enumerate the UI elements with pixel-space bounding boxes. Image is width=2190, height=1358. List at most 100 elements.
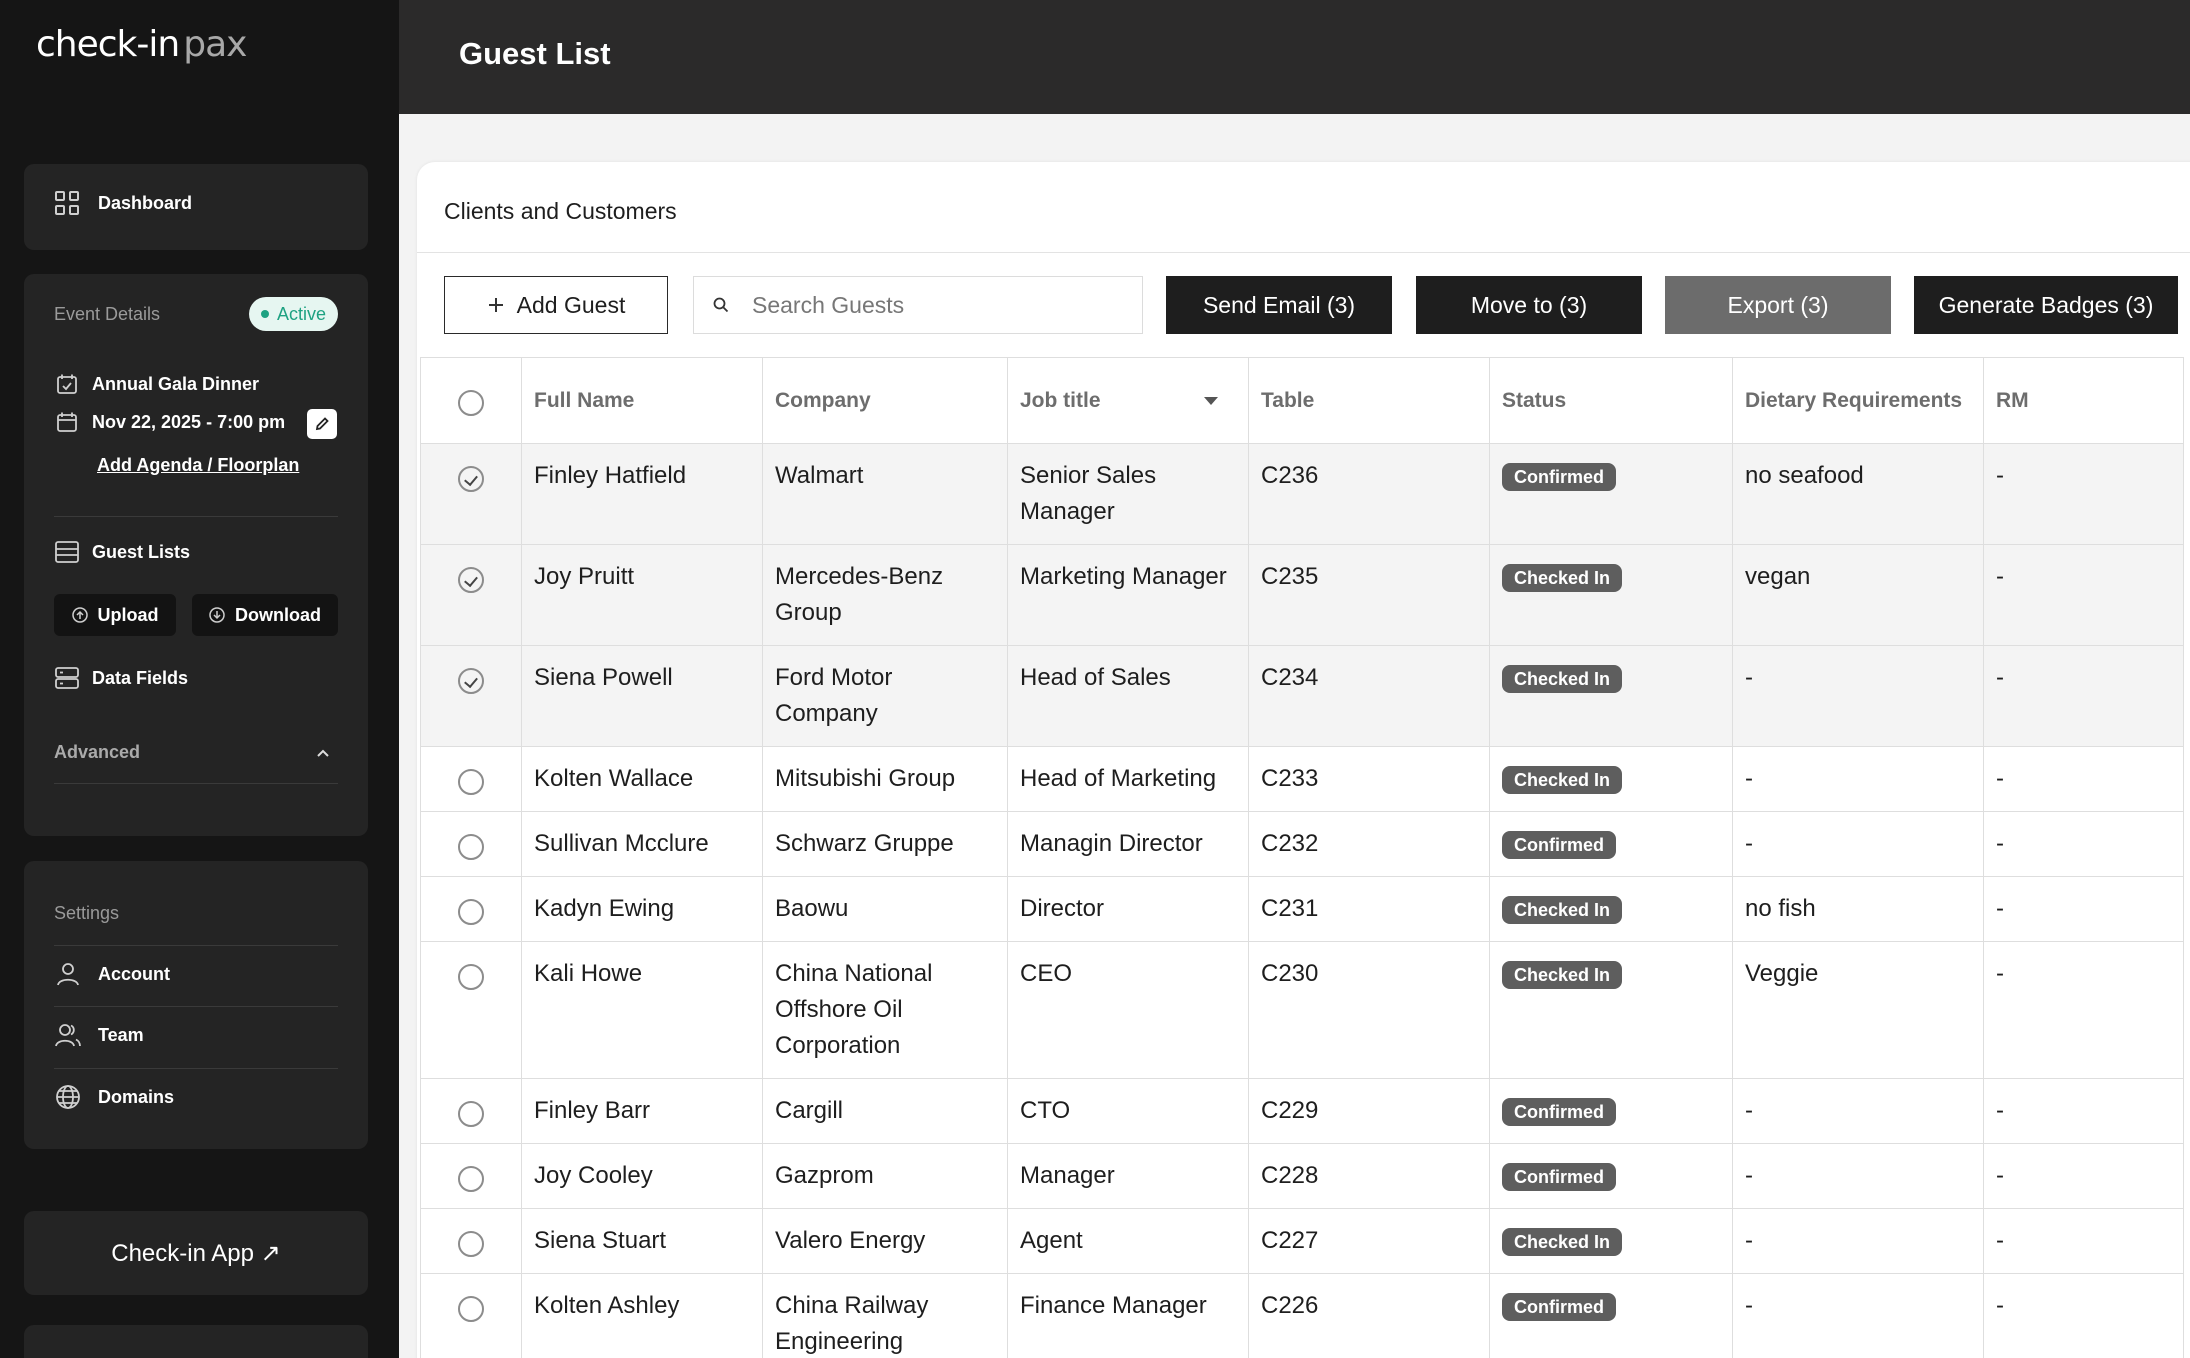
move-to-button[interactable]: Move to (3) bbox=[1416, 276, 1642, 334]
advanced-toggle[interactable]: Advanced bbox=[54, 742, 338, 763]
row-checkbox[interactable] bbox=[458, 667, 484, 694]
nav-item-label: Dashboard bbox=[98, 192, 193, 213]
table-row[interactable]: Kali Howe China National Offshore Oil Cor… bbox=[420, 941, 2184, 1079]
nav-item-label: Domains bbox=[98, 1086, 175, 1107]
cell-status: Checked In bbox=[1489, 941, 1733, 1079]
cell-dietary: - bbox=[1732, 645, 1984, 747]
cell-full-name: Finley Barr bbox=[521, 1078, 763, 1144]
export-button[interactable]: Export (3) bbox=[1665, 276, 1891, 334]
cell-full-name: Kolten Ashley bbox=[521, 1273, 763, 1358]
row-select-cell bbox=[420, 443, 522, 545]
cell-rm: - bbox=[1983, 544, 2184, 646]
cell-rm: - bbox=[1983, 1273, 2184, 1358]
download-label: Download bbox=[235, 604, 321, 625]
table-row[interactable]: Siena Stuart Valero Energy Agent C227 Checke… bbox=[420, 1208, 2184, 1274]
cell-company: Cargill bbox=[762, 1078, 1008, 1144]
cell-full-name: Siena Powell bbox=[521, 645, 763, 747]
add-guest-button[interactable]: Add Guest bbox=[444, 276, 668, 334]
table-header-row: Full Name Company Job title Table Status… bbox=[420, 357, 2184, 444]
row-checkbox[interactable] bbox=[458, 1100, 484, 1127]
cell-table: C232 bbox=[1248, 811, 1490, 877]
cell-job-title: Agent bbox=[1007, 1208, 1249, 1274]
cell-dietary: - bbox=[1732, 1143, 1984, 1209]
nav-item-account[interactable]: Account bbox=[54, 960, 170, 988]
event-name: Annual Gala Dinner bbox=[92, 373, 260, 394]
column-header-status[interactable]: Status bbox=[1489, 357, 1733, 444]
table-row[interactable]: Joy Cooley Gazprom Manager C228 Confirmed - - bbox=[420, 1143, 2184, 1209]
database-icon bbox=[54, 665, 80, 691]
row-select-cell bbox=[420, 1208, 522, 1274]
cell-full-name: Finley Hatfield bbox=[521, 443, 763, 545]
cell-status: Checked In bbox=[1489, 746, 1733, 812]
nav-item-label: Team bbox=[98, 1024, 144, 1045]
nav-item-guest-lists[interactable]: Guest Lists bbox=[54, 539, 190, 565]
status-badge: Checked In bbox=[1502, 896, 1623, 924]
table-row[interactable]: Finley Hatfield Walmart Senior Sales Manag… bbox=[420, 443, 2184, 545]
cell-status: Confirmed bbox=[1489, 443, 1733, 545]
row-checkbox[interactable] bbox=[458, 1295, 484, 1322]
guest-table-wrapper: Full Name Company Job title Table Status… bbox=[420, 357, 2184, 1358]
row-select-cell bbox=[420, 645, 522, 747]
advanced-label: Advanced bbox=[54, 742, 141, 762]
download-button[interactable]: Download bbox=[192, 594, 338, 636]
cell-full-name: Joy Cooley bbox=[521, 1143, 763, 1209]
row-checkbox[interactable] bbox=[458, 1230, 484, 1257]
download-icon bbox=[209, 607, 225, 623]
row-checkbox[interactable] bbox=[458, 833, 484, 860]
edit-event-button[interactable] bbox=[307, 409, 337, 439]
cell-job-title: Marketing Manager bbox=[1007, 544, 1249, 646]
nav-item-label: Account bbox=[98, 963, 170, 984]
table-row[interactable]: Sullivan Mcclure Schwarz Gruppe Managin Di… bbox=[420, 811, 2184, 877]
table-row[interactable]: Joy Pruitt Mercedes-Benz Group Marketing M… bbox=[420, 544, 2184, 646]
cell-status: Confirmed bbox=[1489, 1143, 1733, 1209]
table-row[interactable]: Siena Powell Ford Motor Company Head of Sa… bbox=[420, 645, 2184, 747]
select-all-checkbox[interactable] bbox=[458, 389, 484, 416]
generate-badges-button[interactable]: Generate Badges (3) bbox=[1914, 276, 2178, 334]
column-header-dietary[interactable]: Dietary Requirements bbox=[1732, 357, 1984, 444]
table-row[interactable]: Kadyn Ewing Baowu Director C231 Checked In no… bbox=[420, 876, 2184, 942]
upload-button[interactable]: Upload bbox=[54, 594, 176, 636]
column-header-job-title[interactable]: Job title bbox=[1007, 357, 1249, 444]
nav-item-team[interactable]: Team bbox=[54, 1021, 144, 1049]
checkin-app-button[interactable]: Check-in App ↗ bbox=[24, 1211, 368, 1295]
row-checkbox[interactable] bbox=[458, 768, 484, 795]
event-datetime: Nov 22, 2025 - 7:00 pm bbox=[92, 411, 286, 432]
column-header-company[interactable]: Company bbox=[762, 357, 1008, 444]
cell-status: Checked In bbox=[1489, 544, 1733, 646]
row-checkbox[interactable] bbox=[458, 963, 484, 990]
nav-item-label: Data Fields bbox=[92, 667, 189, 688]
status-badge-label: Active bbox=[276, 303, 326, 324]
table-row[interactable]: Kolten Wallace Mitsubishi Group Head of Ma… bbox=[420, 746, 2184, 812]
send-email-button[interactable]: Send Email (3) bbox=[1166, 276, 1392, 334]
table-row[interactable]: Finley Barr Cargill CTO C229 Confirmed - - bbox=[420, 1078, 2184, 1144]
column-header-full-name[interactable]: Full Name bbox=[521, 357, 763, 444]
column-header-rm[interactable]: RM bbox=[1983, 357, 2184, 444]
cell-rm: - bbox=[1983, 443, 2184, 545]
brand-logo[interactable]: check-in pax bbox=[36, 24, 247, 65]
cell-dietary: - bbox=[1732, 1078, 1984, 1144]
cell-status: Checked In bbox=[1489, 876, 1733, 942]
cell-dietary: Veggie bbox=[1732, 941, 1984, 1079]
add-agenda-link[interactable]: Add Agenda / Floorplan bbox=[97, 455, 300, 475]
column-header-table[interactable]: Table bbox=[1248, 357, 1490, 444]
nav-item-dashboard[interactable]: Dashboard bbox=[54, 190, 192, 216]
row-checkbox[interactable] bbox=[458, 898, 484, 925]
nav-item-domains[interactable]: Domains bbox=[54, 1083, 174, 1111]
row-checkbox[interactable] bbox=[458, 566, 484, 593]
row-checkbox[interactable] bbox=[458, 465, 484, 492]
cell-status: Checked In bbox=[1489, 645, 1733, 747]
divider bbox=[54, 783, 338, 784]
sort-down-icon[interactable] bbox=[1204, 396, 1218, 405]
cell-table: C226 bbox=[1248, 1273, 1490, 1358]
cell-table: C233 bbox=[1248, 746, 1490, 812]
search-input[interactable] bbox=[752, 291, 1112, 319]
cell-dietary: no fish bbox=[1732, 876, 1984, 942]
row-checkbox[interactable] bbox=[458, 1165, 484, 1192]
status-badge: Confirmed bbox=[1502, 1098, 1616, 1126]
nav-item-data-fields[interactable]: Data Fields bbox=[54, 665, 188, 691]
divider bbox=[417, 252, 2190, 253]
cell-rm: - bbox=[1983, 746, 2184, 812]
cell-job-title: Director bbox=[1007, 876, 1249, 942]
cell-rm: - bbox=[1983, 876, 2184, 942]
